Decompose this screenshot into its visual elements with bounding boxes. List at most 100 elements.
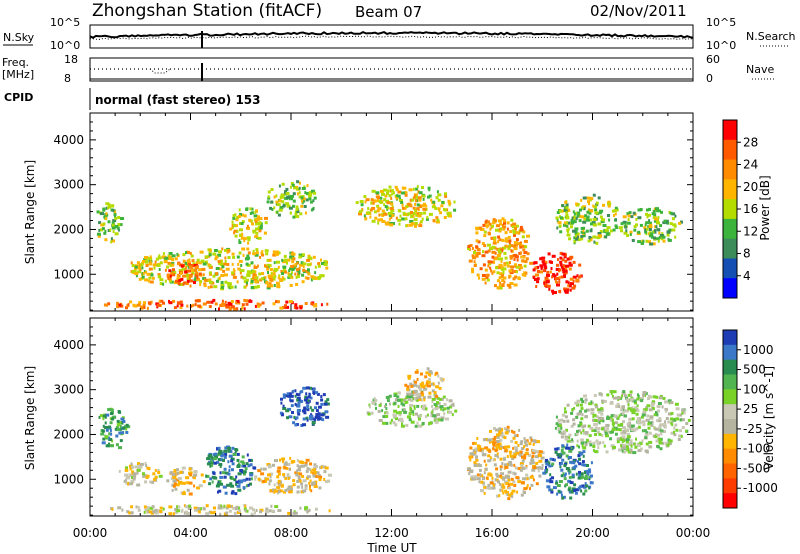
echo-cell [143,306,146,309]
echo-cell [505,261,509,265]
echo-cell [408,188,413,192]
echo-cell [210,511,215,515]
echo-cell [142,272,145,275]
echo-cell [618,414,621,418]
echo-cell [680,434,683,438]
echo-cell [206,462,211,466]
echo-cell [656,419,661,423]
echo-cell [496,452,499,456]
echo-cell [444,192,447,196]
echo-cell [581,438,585,442]
echo-cell [168,512,173,516]
echo-cell [141,266,144,270]
echo-cell [415,187,419,191]
echo-cell [612,421,615,425]
echo-cell [318,478,322,482]
echo-cell [521,455,524,459]
echo-cell [179,480,183,484]
echo-cell [592,445,596,448]
echo-cell [145,464,148,467]
echo-cell [105,212,108,216]
echo-cell [470,469,474,473]
time-x-label: Time UT [366,541,417,554]
echo-cell [254,219,258,223]
echo-cell [157,256,162,260]
echo-cell [626,422,630,426]
echo-cell [674,214,677,218]
echo-cell [254,511,256,515]
echo-cell [178,279,182,282]
echo-cell [232,275,237,279]
echo-cell [563,208,568,212]
echo-cell [237,267,241,271]
echo-cell [567,468,571,472]
echo-cell [273,489,278,493]
echo-cell [648,431,652,435]
echo-cell [536,277,540,281]
echo-cell [417,196,422,200]
echo-cell [156,263,161,267]
echo-cell [517,264,522,267]
echo-cell [550,490,554,494]
echo-cell [679,429,682,433]
echo-cell [164,279,167,283]
echo-cell [226,504,231,508]
echo-cell [181,270,184,274]
echo-cell [272,463,275,467]
echo-cell [268,282,272,286]
echo-cell [272,302,276,306]
echo-cell [667,420,671,424]
echo-cell [244,504,247,508]
echo-cell [484,268,488,272]
echo-cell [208,278,212,282]
echo-cell [568,449,573,453]
echo-cell [173,482,177,486]
echo-cell [525,257,529,261]
echo-cell [263,231,267,235]
echo-cell [621,394,624,398]
echo-cell [213,249,218,252]
echo-cell [523,456,527,460]
echo-cell [660,210,663,214]
echo-cell [565,280,569,284]
echo-cell [677,438,681,441]
echo-cell [256,302,260,306]
echo-cell [583,231,586,235]
echo-cell [481,277,486,281]
echo-cell [252,249,255,253]
echo-cell [134,270,137,274]
echo-cell [298,195,302,199]
echo-cell [301,201,304,205]
echo-cell [492,447,495,451]
power-echo-region [103,298,329,311]
echo-cell [218,489,222,493]
echo-cell [315,409,319,413]
echo-cell [299,306,303,310]
echo-cell [482,250,484,254]
echo-cell [313,468,316,472]
echo-cell [498,238,502,242]
echo-cell [262,479,266,483]
echo-cell [648,445,652,449]
echo-cell [255,251,259,255]
echo-cell [383,198,387,202]
echo-cell [207,286,210,289]
echo-cell [220,281,224,284]
echo-cell [299,181,301,185]
echo-cell [186,481,190,485]
echo-cell [637,449,642,452]
echo-cell [651,212,655,216]
echo-cell [564,221,566,225]
echo-cell [580,198,583,202]
echo-cell [393,414,397,418]
echo-cell [310,278,313,282]
echo-cell [673,418,677,422]
echo-cell [205,504,209,508]
echo-cell [526,234,530,238]
echo-cell [287,274,292,278]
echo-cell [475,245,479,249]
echo-cell [184,505,188,509]
echo-cell [606,427,609,431]
echo-cell [569,481,574,485]
echo-cell [644,223,647,227]
